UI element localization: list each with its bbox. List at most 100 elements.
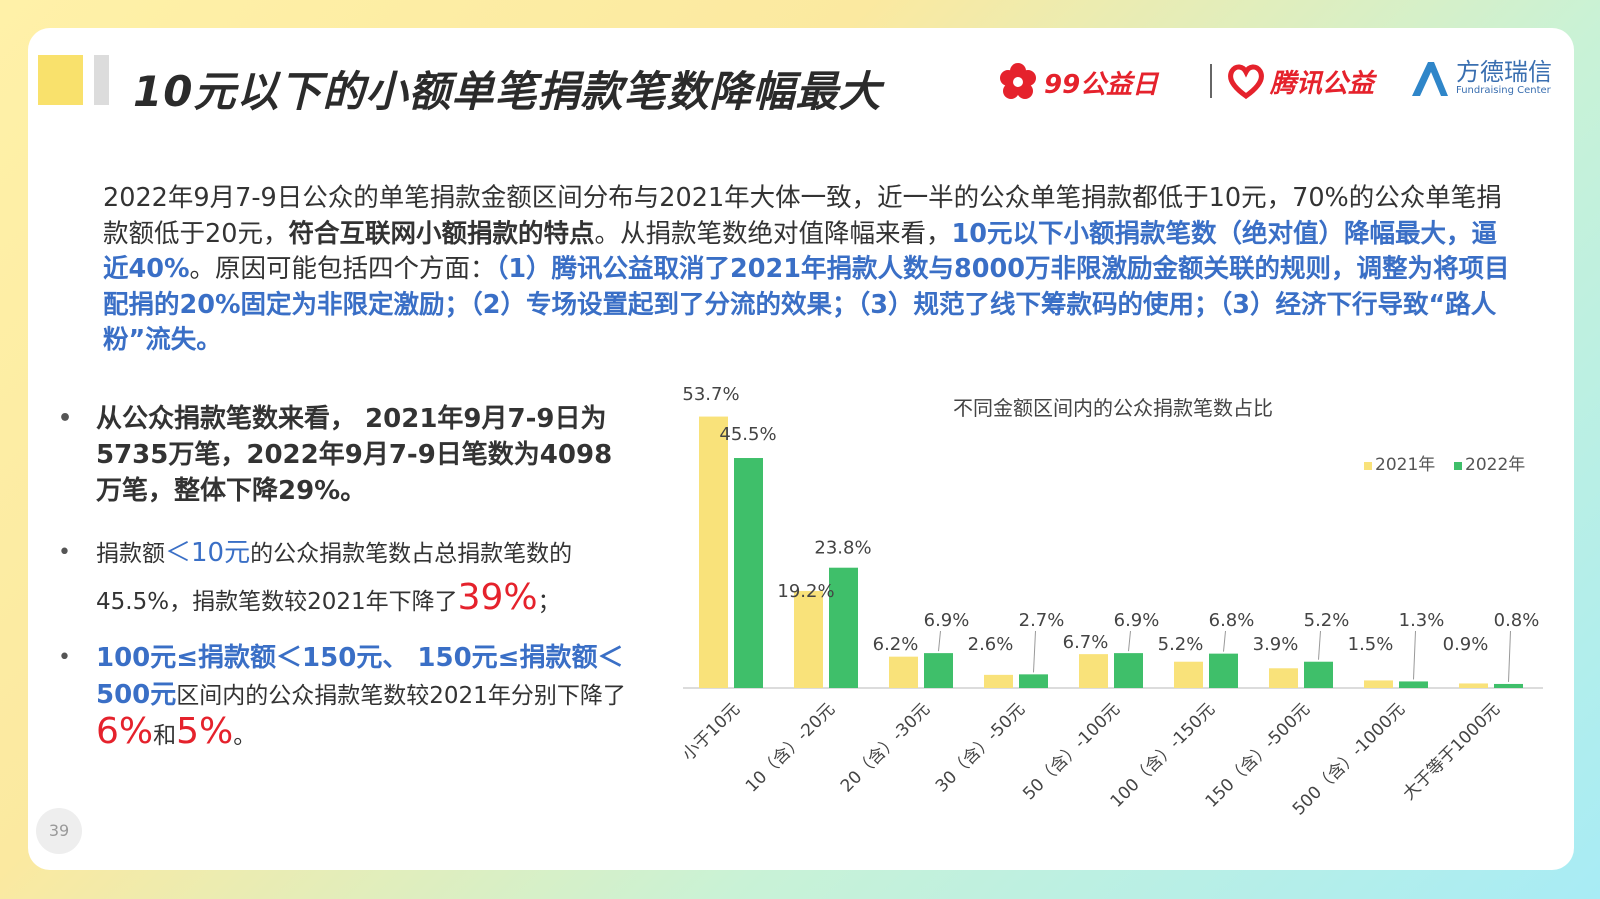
logo-fundraising-center: 方德瑞信 Fundraising Center	[1408, 58, 1552, 98]
label-leader-line	[938, 630, 941, 652]
bar-2021	[699, 416, 728, 688]
category-label: 100（含）-150元	[1107, 699, 1219, 811]
slide-card: 10元以下的小额单笔捐款笔数降幅最大 99公益日 腾讯公益	[28, 28, 1574, 870]
category-label: 150（含）-500元	[1202, 699, 1314, 811]
data-label-2021: 6.2%	[873, 634, 919, 655]
bullet-2: • 捐款额＜10元的公众捐款笔数占总捐款笔数的45.5%，捐款笔数较2021年下…	[58, 531, 638, 624]
bullet-dot: •	[58, 540, 71, 565]
data-label-2021: 5.2%	[1158, 634, 1204, 655]
data-label-2021: 53.7%	[682, 384, 739, 405]
data-label-2022: 45.5%	[719, 424, 776, 445]
bullet-3-text-b: 区间内的公众捐款笔数较2021年分别下降了	[176, 683, 626, 709]
a-mark-icon	[1412, 62, 1448, 96]
intro-text-6: （1）腾讯公益取消了2021年捐款人数与8000万非限激励金额关联的规则，调整为…	[103, 254, 1510, 355]
data-label-2021: 19.2%	[777, 581, 834, 602]
intro-text-4: 10元以下小额捐款笔数（绝对值）降幅最大，逼近40%	[103, 218, 1497, 285]
intro-paragraph: 2022年9月7-9日公众的单笔捐款金额区间分布与2021年大体一致，近一半的公…	[103, 181, 1513, 359]
bar-2021	[984, 674, 1013, 688]
bullet-3-text-d: 和	[153, 723, 177, 749]
bar-2021	[889, 656, 918, 688]
data-label-2021: 6.7%	[1063, 632, 1109, 653]
bar-2022	[1399, 681, 1428, 688]
bullet-1-text: 从公众捐款笔数来看， 2021年9月7-9日为5735万笔，2022年9月7-9…	[96, 404, 613, 506]
label-leader-line	[1128, 630, 1131, 652]
data-label-2021: 2.6%	[968, 634, 1014, 655]
intro-text-2: 符合互联网小额捐款的特点	[288, 218, 595, 249]
data-label-2022: 6.9%	[1114, 610, 1160, 631]
bar-2022	[1019, 674, 1048, 688]
legend-label-1: 2021年	[1375, 455, 1435, 475]
logo3-cn: 方德瑞信	[1456, 58, 1552, 86]
category-label: 20（含）-30元	[837, 699, 934, 796]
bullet-3-text-a: 100元≤捐款额＜150元、 150元≤捐款额＜500元	[96, 643, 624, 710]
intro-text-3: 。从捐款笔数绝对值降幅来看，	[594, 218, 952, 249]
legend-swatch-1	[1364, 462, 1372, 470]
bullet-list: • 从公众捐款笔数来看， 2021年9月7-9日为5735万笔，2022年9月7…	[58, 401, 638, 754]
legend-swatch-2	[1454, 462, 1462, 470]
data-label-2021: 3.9%	[1253, 634, 1299, 655]
bar-2022	[924, 653, 953, 688]
bar-2022	[1114, 653, 1143, 688]
logo1-text: 99公益日	[1044, 69, 1159, 100]
bullet-2-text-b: ＜10元	[165, 538, 251, 568]
logo-bar: 99公益日 腾讯公益 方德瑞信 Fundraising Center	[998, 56, 1558, 106]
label-leader-line	[1413, 630, 1416, 680]
data-label-2022: 2.7%	[1019, 610, 1065, 631]
bullet-3-highlight-2: 5%	[176, 711, 234, 752]
data-label-2021: 1.5%	[1348, 634, 1394, 655]
bullet-dot: •	[58, 406, 73, 431]
heart-icon	[1228, 64, 1264, 100]
logo-tencent-gongyi: 腾讯公益	[1226, 62, 1374, 100]
logo2-text: 腾讯公益	[1270, 68, 1375, 99]
page-number: 39	[36, 808, 82, 854]
bullet-3-text-f: 。	[233, 723, 257, 749]
bullet-2-text-c: 的公众捐款笔数占总捐款笔数的45.5%，捐款笔数较2021年下降了	[96, 541, 573, 615]
category-label: 30（含）-50元	[932, 699, 1029, 796]
bar-2022	[1209, 653, 1238, 688]
legend-label-2: 2022年	[1465, 455, 1525, 475]
category-label: 50（含）-100元	[1019, 699, 1124, 804]
bar-2021	[794, 590, 823, 688]
data-label-2022: 1.3%	[1399, 610, 1445, 631]
data-label-2022: 23.8%	[814, 538, 871, 559]
logo-99-gongyi: 99公益日	[998, 62, 1158, 102]
category-label: 大于等于1000元	[1399, 699, 1504, 804]
bullet-dot: •	[58, 645, 71, 670]
category-label: 小于10元	[679, 699, 745, 765]
bullet-2-text-e: ；	[537, 589, 561, 615]
data-label-2022: 0.8%	[1494, 610, 1540, 631]
category-label: 10（含）-20元	[742, 699, 839, 796]
bullet-2-text-a: 捐款额	[96, 541, 165, 567]
bullet-3-highlight-1: 6%	[96, 711, 154, 752]
bar-2021	[1174, 661, 1203, 688]
intro-text-5: 。原因可能包括四个方面：	[189, 254, 496, 284]
label-leader-line	[1223, 630, 1226, 652]
bar-2021	[1364, 680, 1393, 688]
bar-2021	[1079, 654, 1108, 688]
data-label-2022: 6.8%	[1209, 610, 1255, 631]
bar-chart: 不同金额区间内的公众捐款笔数占比 2021年 2022年 53.7% 45.5% 小于10…	[679, 384, 1543, 820]
logo3-en: Fundraising Center	[1456, 85, 1551, 96]
bullet-1: • 从公众捐款笔数来看， 2021年9月7-9日为5735万笔，2022年9月7…	[58, 401, 638, 509]
label-leader-line	[1508, 630, 1511, 682]
data-label-2021: 0.9%	[1443, 634, 1489, 655]
bullet-3: • 100元≤捐款额＜150元、 150元≤捐款额＜500元区间内的公众捐款笔数…	[58, 640, 638, 754]
data-label-2022: 5.2%	[1304, 610, 1350, 631]
data-label-2022: 6.9%	[924, 610, 970, 631]
bar-2022	[829, 567, 858, 688]
page-title: 10元以下的小额单笔捐款笔数降幅最大	[133, 67, 882, 116]
bar-2021	[1269, 668, 1298, 688]
chart-title: 不同金额区间内的公众捐款笔数占比	[953, 396, 1273, 420]
bar-2021	[1459, 683, 1488, 688]
title-decoration-gray	[94, 55, 109, 105]
label-leader-line	[1318, 630, 1321, 660]
intro-text-1: 2022年9月7-9日公众的单笔捐款金额区间分布与2021年大体一致，近一半的公…	[103, 183, 1502, 249]
bar-2022	[1304, 661, 1333, 688]
bar-2022	[734, 458, 763, 688]
logo-divider	[1210, 64, 1212, 98]
label-leader-line	[1033, 630, 1036, 673]
flower-icon	[1000, 63, 1036, 99]
bullet-2-highlight: 39%	[457, 577, 538, 618]
title-decoration-yellow	[38, 55, 83, 105]
bar-2022	[1494, 683, 1523, 688]
